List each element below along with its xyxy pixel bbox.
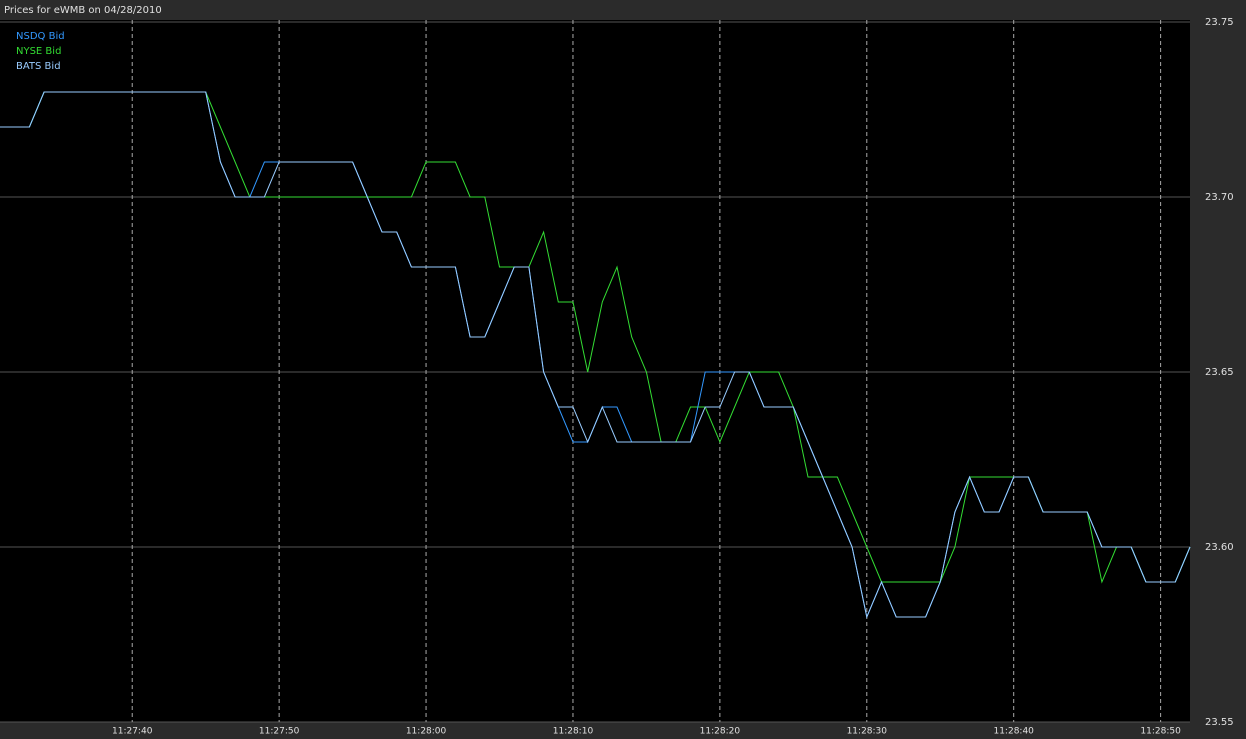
price-line — [0, 91, 1191, 619]
x-tick-label: 11:28:00 — [406, 727, 447, 737]
y-tick-label: 23.70 — [1205, 192, 1234, 203]
legend-entry: BATS Bid — [16, 61, 61, 72]
x-tick-label: 11:28:40 — [993, 727, 1034, 737]
legend-entry: NYSE Bid — [16, 46, 61, 57]
x-tick-label: 11:27:40 — [112, 727, 153, 737]
x-tick-label: 11:28:50 — [1140, 727, 1181, 737]
x-tick-label: 11:28:10 — [553, 727, 594, 737]
x-tick-label: 11:27:50 — [259, 727, 300, 737]
y-tick-label: 23.75 — [1205, 17, 1234, 28]
plot-area — [0, 20, 1190, 722]
y-tick-label: 23.65 — [1205, 367, 1234, 378]
legend-entry: NSDQ Bid — [16, 31, 65, 42]
y-tick-label: 23.60 — [1205, 542, 1234, 553]
x-tick-label: 11:28:20 — [700, 727, 741, 737]
chart-title: Prices for eWMB on 04/28/2010 — [4, 5, 162, 16]
x-tick-label: 11:28:30 — [847, 727, 888, 737]
y-tick-label: 23.55 — [1205, 717, 1234, 728]
